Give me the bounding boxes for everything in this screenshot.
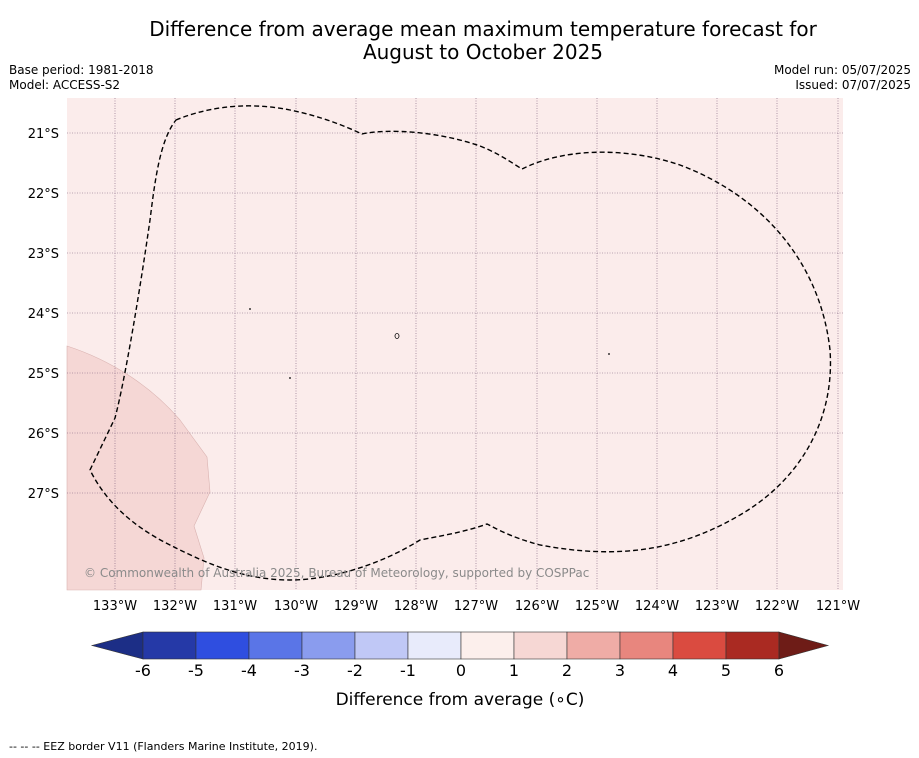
map-title: Difference from average mean maximum tem… xyxy=(0,18,919,64)
colorbar-segment xyxy=(354,631,409,660)
lon-label: 126°W xyxy=(515,599,559,614)
island-marker xyxy=(608,353,610,355)
lon-label: 124°W xyxy=(635,599,679,614)
colorbar-tick-label: 6 xyxy=(774,661,784,680)
lat-label: 25°S xyxy=(28,367,59,382)
colorbar-over-arrow xyxy=(778,631,830,660)
colorbar-tick-label: -3 xyxy=(294,661,310,680)
colorbar-tick-label: 2 xyxy=(562,661,572,680)
lon-label: 128°W xyxy=(394,599,438,614)
colorbar-segment xyxy=(142,631,197,660)
island-marker xyxy=(394,333,400,339)
colorbar-tick-label: -5 xyxy=(188,661,204,680)
colorbar-tick-label: 4 xyxy=(668,661,678,680)
lon-label: 125°W xyxy=(575,599,619,614)
colorbar-tick-label: -2 xyxy=(347,661,363,680)
colorbar-tick-label: 3 xyxy=(615,661,625,680)
lat-label: 27°S xyxy=(28,487,59,502)
colorbar-tick-label: -1 xyxy=(400,661,416,680)
colorbar-tick-label: 0 xyxy=(456,661,466,680)
model-run: Model run: 05/07/2025 xyxy=(773,63,911,77)
colorbar-segment xyxy=(725,631,780,660)
island-marker xyxy=(249,308,251,310)
base-period: Base period: 1981-2018 xyxy=(9,63,154,77)
lat-label: 26°S xyxy=(28,427,59,442)
colorbar-segment xyxy=(513,631,568,660)
lon-label: 131°W xyxy=(213,599,257,614)
grid-lines xyxy=(67,98,843,590)
colorbar-segment xyxy=(195,631,250,660)
lon-label: 132°W xyxy=(153,599,197,614)
title-line-2: August to October 2025 xyxy=(362,40,604,64)
colorbar-segment xyxy=(460,631,515,660)
lon-label: 129°W xyxy=(334,599,378,614)
lat-label: 24°S xyxy=(28,307,59,322)
colorbar-tick-label: 1 xyxy=(509,661,519,680)
colorbar-segment xyxy=(566,631,621,660)
title-line-1: Difference from average mean maximum tem… xyxy=(149,17,817,41)
eez-border xyxy=(89,105,832,581)
eez-footnote: -- -- -- EEZ border V11 (Flanders Marine… xyxy=(9,740,318,753)
colorbar-tick-label: -4 xyxy=(241,661,257,680)
colorbar-tick-label: 5 xyxy=(721,661,731,680)
colorbar-segment xyxy=(407,631,462,660)
lon-label: 121°W xyxy=(816,599,860,614)
meta-left: Base period: 1981-2018 Model: ACCESS-S2 xyxy=(9,63,154,93)
lon-label: 130°W xyxy=(274,599,318,614)
issued-date: Issued: 07/07/2025 xyxy=(795,78,911,92)
colorbar-title: Difference from average (∘C) xyxy=(336,690,585,710)
longitude-labels: 133°W 132°W 131°W 130°W 129°W 128°W 127°… xyxy=(93,599,860,614)
latitude-labels: 21°S 22°S 23°S 24°S 25°S 26°S 27°S xyxy=(28,127,59,502)
lat-label: 22°S xyxy=(28,187,59,202)
colorbar-segment xyxy=(301,631,356,660)
colorbar-segment xyxy=(619,631,674,660)
colorbar: -6 -5 -4 -3 -2 -1 0 1 2 3 4 5 6 xyxy=(90,631,830,680)
meta-right: Model run: 05/07/2025 Issued: 07/07/2025 xyxy=(774,63,911,93)
lat-label: 23°S xyxy=(28,247,59,262)
colorbar-segment xyxy=(672,631,727,660)
island-marker xyxy=(289,377,291,379)
lon-label: 123°W xyxy=(695,599,739,614)
lon-label: 122°W xyxy=(755,599,799,614)
lon-label: 133°W xyxy=(93,599,137,614)
colorbar-under-arrow xyxy=(90,631,144,660)
copyright-text: © Commonwealth of Australia 2025, Bureau… xyxy=(84,566,589,580)
lat-label: 21°S xyxy=(28,127,59,142)
colorbar-tick-label: -6 xyxy=(135,661,151,680)
colorbar-segment xyxy=(248,631,303,660)
model-name: Model: ACCESS-S2 xyxy=(9,78,121,92)
lon-label: 127°W xyxy=(454,599,498,614)
map-region xyxy=(66,345,211,591)
